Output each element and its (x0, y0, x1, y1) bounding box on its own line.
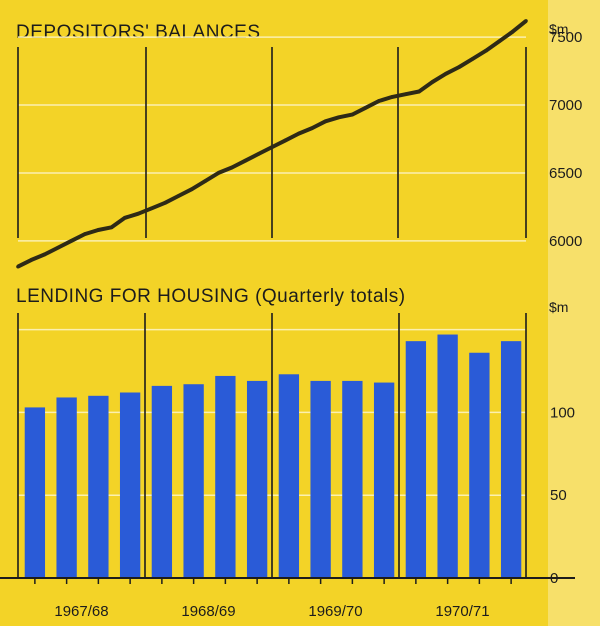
housing-bar-14 (469, 352, 490, 578)
balances-point-29 (403, 92, 408, 96)
balances-point-34 (470, 57, 475, 61)
balances-point-30 (417, 89, 421, 94)
line-chart-y-axis: 6000 6500 7000 7500 (549, 29, 582, 250)
bar-chart-bars (24, 334, 522, 578)
balances-point-1 (29, 258, 34, 262)
bar-chart-x-axis: 1967/68 1968/69 1969/70 1970/71 (0, 577, 575, 620)
balances-point-14 (203, 179, 207, 183)
line-y-tick-6500: 6500 (549, 165, 582, 182)
housing-bar-5 (183, 384, 204, 578)
balances-point-28 (390, 95, 395, 99)
balances-point-27 (377, 99, 381, 103)
housing-bar-11 (373, 382, 395, 578)
balances-point-20 (283, 138, 288, 143)
bar-y-tick-50: 50 (550, 487, 567, 504)
housing-bar-7 (246, 380, 268, 578)
balances-point-0 (16, 264, 20, 269)
bar-chart-unit-label: $m (549, 299, 568, 315)
line-y-tick-7000: 7000 (549, 97, 582, 114)
balances-point-10 (149, 206, 154, 211)
line-y-tick-7500: 7500 (549, 29, 582, 46)
line-chart-grid (17, 36, 527, 242)
balances-point-22 (310, 126, 314, 130)
balances-point-38 (524, 19, 528, 23)
balances-point-17 (243, 158, 248, 163)
balances-point-36 (497, 39, 502, 44)
bar-category-label-3: 1970/71 (435, 603, 489, 620)
housing-bar-1 (56, 397, 77, 578)
balances-point-21 (296, 131, 301, 136)
balances-point-18 (256, 152, 261, 156)
housing-bar-6 (215, 375, 236, 578)
balances-point-37 (510, 29, 515, 34)
balances-point-32 (443, 72, 448, 76)
line-y-tick-6000: 6000 (549, 233, 582, 250)
housing-bar-0 (24, 407, 46, 578)
housing-bar-2 (88, 395, 109, 578)
balances-point-19 (270, 145, 274, 149)
balances-point-2 (42, 252, 47, 257)
line-chart-unit-label: $m (549, 21, 568, 37)
balances-point-6 (96, 228, 101, 232)
line-chart-series (16, 19, 528, 269)
housing-bar-4 (151, 385, 173, 578)
balances-point-23 (323, 119, 328, 124)
bar-chart-title: LENDING FOR HOUSING (Quarterly totals) (16, 286, 406, 307)
bar-category-label-2: 1969/70 (308, 603, 362, 620)
balances-point-31 (430, 80, 435, 84)
housing-bar-13 (437, 334, 458, 578)
balances-point-13 (189, 187, 194, 192)
bar-y-tick-100: 100 (550, 404, 575, 421)
housing-bar-12 (405, 341, 427, 578)
bar-category-label-1: 1968/69 (181, 603, 235, 620)
line-chart-title: DEPOSITORS' BALANCES (16, 22, 261, 43)
balances-point-35 (484, 48, 488, 53)
balances-point-3 (56, 245, 60, 250)
balances-point-8 (123, 215, 127, 220)
housing-bar-9 (310, 380, 331, 578)
balances-point-7 (109, 225, 114, 230)
balances-point-24 (337, 115, 341, 120)
balances-point-12 (176, 194, 181, 198)
bar-category-label-0: 1967/68 (54, 603, 108, 620)
balances-point-5 (83, 232, 87, 236)
balances-point-11 (163, 201, 167, 205)
right-strip (548, 0, 600, 626)
housing-bar-8 (278, 374, 300, 578)
balances-point-25 (350, 112, 355, 117)
balances-point-33 (457, 65, 461, 69)
balances-point-15 (216, 171, 221, 175)
balances-point-26 (363, 105, 368, 110)
balances-point-4 (69, 239, 74, 243)
balances-point-9 (136, 211, 141, 216)
housing-bar-3 (119, 392, 141, 578)
balances-point-16 (230, 165, 234, 170)
housing-bar-10 (342, 380, 363, 578)
housing-bar-15 (500, 341, 522, 578)
